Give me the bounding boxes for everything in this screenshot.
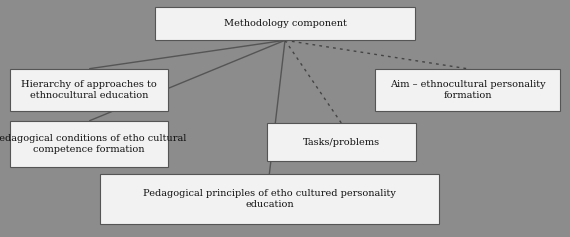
FancyBboxPatch shape <box>375 69 560 111</box>
FancyBboxPatch shape <box>10 121 168 167</box>
FancyBboxPatch shape <box>100 174 439 224</box>
FancyBboxPatch shape <box>155 7 415 40</box>
FancyBboxPatch shape <box>10 69 168 111</box>
Text: Pedagogical conditions of etho cultural
competence formation: Pedagogical conditions of etho cultural … <box>0 134 186 154</box>
Text: Pedagogical principles of etho cultured personality
education: Pedagogical principles of etho cultured … <box>143 189 396 210</box>
Text: Methodology component: Methodology component <box>223 19 347 28</box>
Text: Aim – ethnocultural personality
formation: Aim – ethnocultural personality formatio… <box>389 80 545 100</box>
FancyBboxPatch shape <box>267 123 416 161</box>
Text: Tasks/problems: Tasks/problems <box>303 138 380 147</box>
Text: Hierarchy of approaches to
ethnocultural education: Hierarchy of approaches to ethnocultural… <box>21 80 157 100</box>
